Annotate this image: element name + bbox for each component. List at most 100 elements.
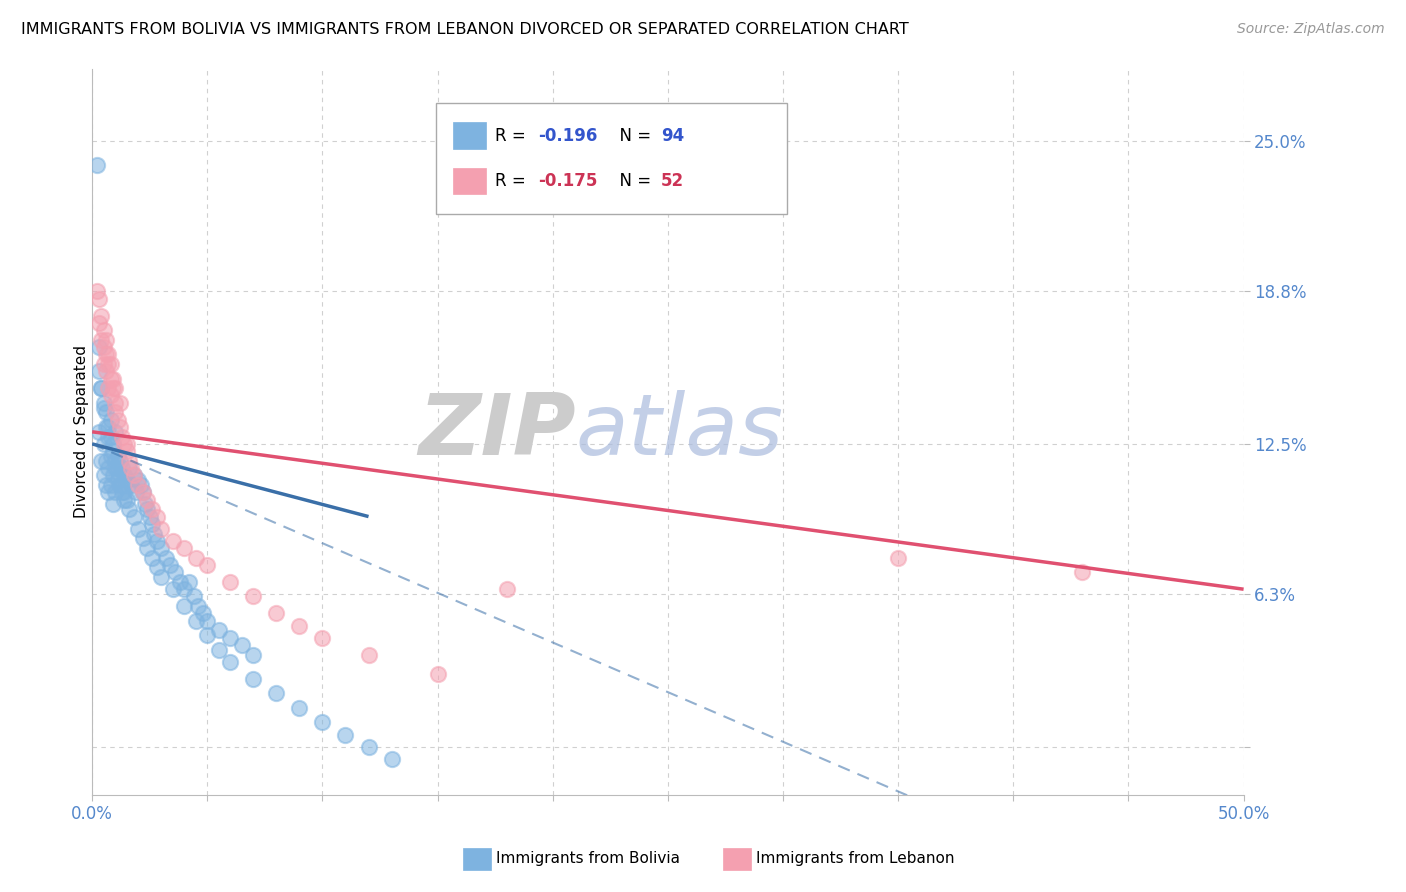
Point [127,522,149,536]
Point [107,412,129,426]
Point [97,420,120,434]
Point [100,478,122,492]
Point [90,333,112,347]
Point [127,478,149,492]
Point [87,340,110,354]
Point [129,478,152,492]
Point [288,701,311,715]
Point [107,473,129,487]
Point [173,599,195,614]
Point [97,357,120,371]
Point [104,381,127,395]
Point [90,454,112,468]
Point [108,478,131,492]
Point [112,485,135,500]
Point [112,437,135,451]
Point [162,533,184,548]
Text: atlas: atlas [576,391,783,474]
Point [139,509,162,524]
Point [111,478,134,492]
Point [122,509,145,524]
Point [219,655,242,669]
Text: N =: N = [609,127,657,145]
Point [108,395,131,409]
Text: Immigrants from Lebanon: Immigrants from Lebanon [756,851,955,865]
Point [104,454,127,468]
Point [887,550,910,565]
Text: -0.196: -0.196 [538,127,598,145]
Point [108,454,131,468]
Point [335,727,357,741]
Point [107,449,129,463]
Point [208,642,231,657]
Point [150,541,173,555]
Text: -0.175: -0.175 [538,172,598,190]
Point [208,624,231,638]
Text: 52: 52 [661,172,683,190]
Point [122,468,145,483]
Point [132,485,155,500]
Point [195,614,218,628]
Point [145,533,167,548]
Text: R =: R = [495,127,531,145]
Point [115,492,138,507]
Point [132,485,155,500]
Point [94,420,117,434]
Point [266,686,288,700]
Text: 94: 94 [661,127,685,145]
Point [93,323,115,337]
Point [231,638,253,652]
Point [97,461,120,475]
Text: IMMIGRANTS FROM BOLIVIA VS IMMIGRANTS FROM LEBANON DIVORCED OR SEPARATED CORRELA: IMMIGRANTS FROM BOLIVIA VS IMMIGRANTS FR… [21,22,908,37]
Point [150,570,173,584]
Point [104,425,127,439]
Y-axis label: Divorced or Separated: Divorced or Separated [73,345,89,518]
Point [184,614,207,628]
Point [101,381,124,395]
Point [104,461,127,475]
Point [115,444,138,458]
Text: R =: R = [495,172,531,190]
Point [122,468,145,483]
Point [242,648,264,662]
Point [143,526,166,541]
Point [380,752,402,766]
Point [183,590,205,604]
Point [94,478,117,492]
Point [94,333,117,347]
Point [90,381,112,395]
Point [426,667,449,681]
Point [100,388,122,402]
Point [118,502,141,516]
Point [173,541,195,555]
Point [219,631,242,645]
Point [97,347,120,361]
Point [87,364,110,378]
Point [100,357,122,371]
Point [101,468,124,483]
Point [495,582,517,597]
Text: N =: N = [609,172,657,190]
Point [104,485,127,500]
Point [145,509,167,524]
Point [94,364,117,378]
Point [127,473,149,487]
Point [93,340,115,354]
Point [93,468,115,483]
Point [87,425,110,439]
Point [93,357,115,371]
Point [173,582,195,597]
Point [94,454,117,468]
Point [118,454,141,468]
Point [115,437,138,451]
Point [125,485,148,500]
Point [111,461,134,475]
Point [101,444,124,458]
Text: Source: ZipAtlas.com: Source: ZipAtlas.com [1237,22,1385,37]
Point [104,395,127,409]
Point [242,590,264,604]
Point [120,478,142,492]
Point [108,468,131,483]
Point [111,430,134,444]
Point [104,405,127,419]
